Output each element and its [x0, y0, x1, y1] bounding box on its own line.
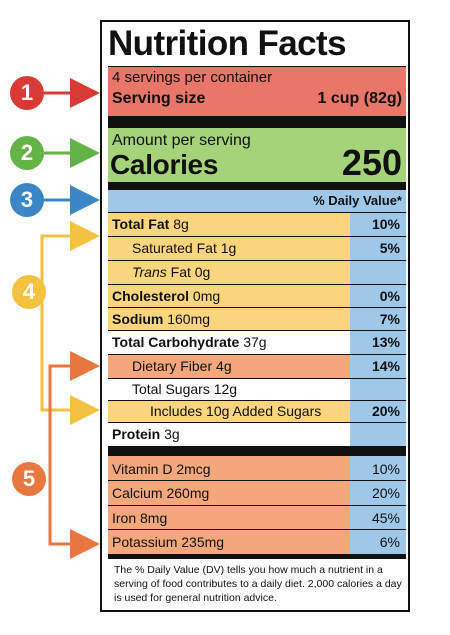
dv-dietary-fiber: 14% — [371, 358, 400, 374]
nutrient-amount: 37g — [243, 334, 267, 350]
row-bg-carb — [108, 330, 350, 354]
vitamin-d: Vitamin D 2mcg — [112, 461, 211, 477]
calories-value: 250 — [341, 142, 402, 183]
divider — [108, 480, 406, 481]
servings-per-container: 4 servings per container — [112, 69, 273, 86]
nutrient-amount: 4g — [216, 358, 232, 374]
nutrient-amount: 3g — [164, 426, 180, 442]
divider — [108, 505, 406, 506]
divider — [108, 260, 406, 261]
nutrient-added-sugars: Includes 10g Added Sugars — [150, 403, 322, 419]
bar-protein — [108, 446, 406, 456]
divider — [108, 354, 406, 355]
nutrient-name: Cholesterol — [112, 288, 190, 304]
amount-per-serving: Amount per serving — [112, 132, 251, 149]
nutrient-amount: 0mg — [192, 288, 221, 304]
divider — [108, 400, 406, 401]
serving-size-label: Serving size — [112, 90, 206, 107]
nutrient-name: Protein — [112, 426, 161, 442]
calories-band — [108, 128, 406, 182]
dv-calcium: 20% — [371, 485, 400, 501]
divider — [108, 378, 406, 379]
serving-size-value: 1 cup (82g) — [317, 90, 402, 107]
dv-sodium: 7% — [379, 311, 400, 327]
nutrient-amount: 160mg — [167, 311, 211, 327]
nutrient-dietary-fiber: Dietary Fiber 4g — [132, 355, 232, 377]
divider — [108, 330, 406, 331]
badge-4: 4 — [12, 275, 46, 309]
dv-header-band — [108, 190, 406, 212]
badge-2: 2 — [10, 136, 44, 170]
row-bg-fiber — [108, 354, 350, 378]
nutrient-name: Sodium — [112, 311, 164, 327]
nutrient-saturated-fat: Saturated Fat 1g — [132, 237, 236, 259]
bracket-5 — [48, 364, 94, 546]
badge-3: 3 — [10, 183, 44, 217]
dv-total-carbohydrate: 13% — [371, 334, 400, 350]
badge-1: 1 — [10, 76, 44, 110]
bar-bottom — [108, 554, 406, 559]
calories-label: Calories — [110, 149, 219, 180]
nutrient-amount: Fat 0g — [170, 264, 211, 280]
dv-column — [350, 212, 406, 554]
iron: Iron 8mg — [112, 510, 168, 526]
nutrient-name: Total Carbohydrate — [112, 334, 240, 350]
nutrient-cholesterol: Cholesterol 0mg — [112, 285, 220, 307]
row-bg-added-sugars — [108, 400, 350, 422]
dv-iron: 45% — [371, 510, 400, 526]
nutrient-total-sugars: Total Sugars 12g — [132, 378, 237, 400]
nutrient-amount: 8g — [173, 216, 189, 232]
nutrient-trans-fat: Trans Fat 0g — [132, 261, 210, 283]
nutrient-name: Total Fat — [112, 216, 170, 232]
label-title: Nutrition Facts — [108, 24, 347, 63]
row-bg-protein — [108, 422, 350, 446]
potassium: Potassium 235mg — [112, 534, 225, 550]
row-bg-sugars — [108, 378, 350, 400]
divider — [108, 236, 406, 237]
dv-header: % Daily Value* — [313, 193, 402, 208]
divider — [108, 66, 406, 67]
nutrient-sodium: Sodium 160mg — [112, 308, 210, 330]
dv-total-fat: 10% — [371, 216, 400, 232]
badge-5: 5 — [12, 462, 46, 496]
nutrient-amount: 1g — [220, 240, 237, 256]
nutrient-amount: 12g — [213, 381, 238, 397]
nutrient-name: Total Sugars — [132, 381, 210, 397]
calcium: Calcium 260mg — [112, 485, 210, 501]
row-bg-fat — [108, 212, 350, 284]
nutrient-name: Dietary Fiber — [132, 358, 213, 374]
bar-calories — [108, 182, 406, 190]
dv-cholesterol: 0% — [379, 288, 400, 304]
divider — [108, 422, 406, 423]
divider — [108, 529, 406, 530]
nutrient-name: Trans — [132, 264, 167, 280]
footnote: The % Daily Value (DV) tells you how muc… — [114, 564, 402, 604]
nutrient-protein: Protein 3g — [112, 423, 180, 445]
nutrient-total-carbohydrate: Total Carbohydrate 37g — [112, 331, 267, 353]
divider — [108, 284, 406, 285]
dv-added-sugars: 20% — [371, 403, 400, 419]
nutrient-name: Saturated Fat — [132, 240, 217, 256]
nutrient-total-fat: Total Fat 8g — [112, 213, 189, 235]
dv-potassium: 6% — [379, 534, 400, 550]
divider — [108, 307, 406, 308]
divider — [108, 212, 406, 213]
bar-top — [108, 116, 406, 128]
dv-saturated-fat: 5% — [379, 240, 400, 256]
dv-vitamin-d: 10% — [371, 461, 400, 477]
serving-band — [108, 66, 406, 116]
